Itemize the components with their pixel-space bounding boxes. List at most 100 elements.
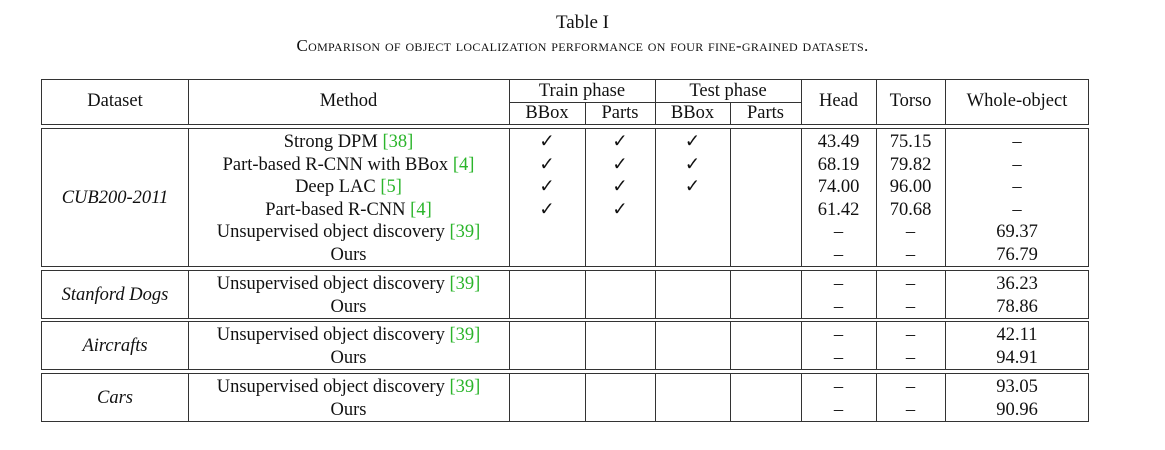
method-cell: Unsupervised object discovery [39] [188,273,509,295]
head-cell: – [833,399,844,420]
torso-cell: 79.82 [889,154,932,175]
head-cell: – [833,244,844,265]
header-method: Method [319,91,378,111]
method-cell: Ours [188,244,509,266]
method-name: Unsupervised object discovery [216,377,450,397]
whole-object-cell: 94.91 [996,347,1038,368]
dataset-group: Cars Unsupervised object discovery [39] – –… [41,373,1089,422]
head-cell: 74.00 [817,177,860,197]
method-cell: Unsupervised object discovery [39] [188,324,509,346]
header-head: Head [818,91,859,111]
header-train-parts: Parts [601,103,639,123]
method-name: Part-based R-CNN with BBox [222,154,453,175]
torso-cell: – [905,399,916,420]
whole-object-cell: 42.11 [996,325,1038,345]
header-dataset: Dataset [87,91,143,111]
test-bbox-cell: ✓ [684,132,701,152]
header-train-bbox: BBox [525,103,569,123]
torso-cell: – [905,347,916,368]
dataset-name: Cars [97,387,133,408]
method-cell: Part-based R-CNN [4] [188,199,509,221]
dataset-group: CUB200-2011 Strong DPM [38] ✓ ✓ ✓ 43.49 75.15–… [41,128,1089,267]
dataset-name: Stanford Dogs [61,284,169,305]
header-test-phase: Test phase [689,81,767,101]
header-whole-object: Whole-object [966,91,1068,111]
train-parts-cell: ✓ [612,132,628,152]
header-test-bbox: BBox [670,103,715,123]
whole-object-cell: 69.37 [996,222,1038,242]
head-cell: – [833,325,844,345]
citation-link[interactable]: [39] [449,325,481,345]
torso-cell: – [905,222,916,242]
head-cell: 43.49 [817,132,860,152]
citation-link[interactable]: [39] [449,274,481,294]
method-name: Ours [330,399,367,420]
whole-object-cell: 36.23 [996,274,1038,294]
method-name: Unsupervised object discovery [216,274,450,294]
head-cell: – [833,377,844,397]
torso-cell: – [905,274,916,294]
header-box: Dataset Method Train phase Test phase BB… [41,79,1089,125]
method-cell: Part-based R-CNN with BBox [4] [188,154,509,176]
head-cell: 68.19 [817,154,860,175]
whole-object-cell: 78.86 [996,296,1038,317]
method-cell: Strong DPM [38] [188,131,509,153]
torso-cell: – [905,325,916,345]
test-bbox-cell: ✓ [684,154,701,175]
header-torso: Torso [889,91,932,111]
whole-object-cell: – [1012,199,1022,220]
train-bbox-cell: ✓ [539,154,555,175]
torso-cell: 96.00 [889,177,932,197]
whole-object-cell: 76.79 [996,244,1038,265]
dataset-group: Aircrafts Unsupervised object discovery [… [41,321,1089,370]
train-bbox-cell: ✓ [539,199,555,220]
head-cell: – [833,274,844,294]
method-name: Ours [330,347,367,368]
dataset-name: CUB200-2011 [61,187,169,208]
torso-cell: – [905,296,916,317]
train-parts-cell: ✓ [612,154,628,175]
table-title: Table I [555,12,609,33]
head-cell: 61.42 [817,199,860,220]
method-name: Unsupervised object discovery [216,222,450,242]
citation-link[interactable]: [5] [380,177,402,197]
whole-object-cell: 90.96 [996,399,1038,420]
header-train-phase: Train phase [538,81,626,101]
train-parts-cell: ✓ [612,199,628,220]
method-cell: Ours [188,347,509,369]
method-cell: Unsupervised object discovery [39] [188,376,509,398]
train-bbox-cell: ✓ [539,132,555,152]
table-caption: Comparison of object localization perfor… [296,36,869,55]
head-cell: – [833,296,844,317]
torso-cell: 75.15 [889,132,932,152]
method-cell: Ours [188,296,509,318]
whole-object-cell: – [1012,177,1022,197]
whole-object-cell: – [1012,132,1022,152]
citation-link[interactable]: [39] [449,222,481,242]
head-cell: – [833,222,844,242]
dataset-name: Aircrafts [82,335,148,356]
dataset-group: Stanford Dogs Unsupervised object discove… [41,270,1089,319]
method-cell: Deep LAC [5] [188,176,509,198]
head-cell: – [833,347,844,368]
whole-object-cell: 93.05 [996,377,1038,397]
citation-link[interactable]: [4] [410,199,432,220]
method-name: Strong DPM [283,132,383,152]
train-bbox-cell: ✓ [539,177,555,197]
torso-cell: – [905,377,916,397]
method-cell: Ours [188,399,509,421]
whole-object-cell: – [1012,154,1022,175]
method-name: Ours [330,296,367,317]
method-name: Part-based R-CNN [265,199,411,220]
method-name: Deep LAC [295,177,381,197]
citation-link[interactable]: [4] [452,154,475,175]
torso-cell: – [905,244,916,265]
method-name: Ours [330,244,367,265]
header-test-parts: Parts [747,103,784,123]
method-cell: Unsupervised object discovery [39] [188,221,509,243]
method-name: Unsupervised object discovery [216,325,450,345]
train-parts-cell: ✓ [612,177,628,197]
citation-link[interactable]: [38] [382,132,414,152]
citation-link[interactable]: [39] [449,377,481,397]
torso-cell: 70.68 [889,199,932,220]
